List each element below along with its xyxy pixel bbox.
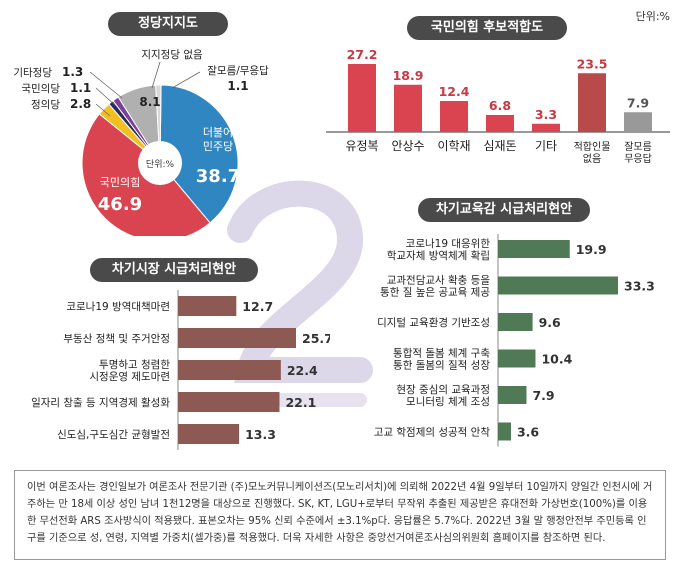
candidate-bar: [348, 64, 376, 132]
hbar-bar: [498, 276, 618, 295]
candidate-bar: [532, 123, 560, 132]
survey-footnote: 이번 여론조사는 경인일보가 여론조사 전문기관 (주)모노커뮤니케이션즈(모노…: [14, 470, 666, 560]
pie-label-ppp: 국민의힘: [100, 176, 140, 189]
pie-label-none: 지지정당 없음: [141, 48, 203, 61]
education-issues-title: 차기교육감 시급처리현안: [418, 198, 590, 222]
pie-value-small: 1.3: [62, 65, 83, 79]
pie-leader-line: [171, 71, 201, 89]
hbar-value: 22.4: [287, 363, 318, 378]
candidate-bar-label: 안상수: [391, 139, 424, 153]
hbar-label: 부동산 정책 및 주거안정: [63, 333, 170, 345]
candidate-bar: [394, 84, 422, 132]
candidate-bar-value: 12.4: [439, 84, 470, 99]
hbar-value: 33.3: [624, 279, 655, 294]
pie-label-dontknow: 잘모름/무응답: [207, 65, 269, 77]
hbar-value: 9.6: [539, 315, 561, 330]
pie-value-small: 1.1: [70, 81, 91, 95]
hbar-label: 신도심,구도심간 균형발전: [57, 429, 170, 441]
candidate-bar-label: 적합인물 없음: [574, 141, 611, 165]
hbar-bar: [498, 422, 511, 441]
candidate-bar-value: 7.9: [627, 95, 649, 110]
hbar-label: 일자리 창출 등 지역경제 활성화: [31, 396, 170, 409]
pie-leader-line: [89, 71, 123, 99]
mayor-issues-title: 차기시장 시급처리현안: [90, 258, 258, 282]
hbar-bar: [178, 392, 280, 412]
candidate-bar-value: 6.8: [489, 98, 511, 113]
hbar-value: 22.1: [285, 395, 316, 410]
candidate-bar: [578, 73, 606, 132]
candidate-bar-value: 3.3: [535, 107, 557, 122]
candidate-fitness-title: 국민의힘 후보적합도: [407, 16, 567, 40]
hbar-bar: [498, 313, 533, 331]
candidate-bar-label: 기타: [535, 139, 557, 153]
hbar-value: 19.9: [576, 242, 607, 257]
candidate-bar-value: 18.9: [393, 68, 424, 83]
hbar-bar: [178, 360, 281, 380]
pie-title: 정당지지도: [108, 12, 228, 36]
hbar-value: 7.9: [532, 388, 554, 403]
hbar-bar: [498, 349, 536, 368]
education-issues-bar-chart: 19.9 코로나19 대응위한 학교자체 방역체계 확립 33.3 교과전담교사 확충 …: [374, 234, 655, 447]
hbar-value: 12.7: [242, 299, 273, 314]
pie-value-ppp: 46.9: [98, 194, 142, 215]
candidate-bar-value: 27.2: [347, 47, 378, 62]
pie-slice: [159, 84, 239, 224]
pie-center-label: 단위:%: [146, 159, 175, 170]
hbar-value: 25.7: [302, 331, 330, 346]
party-support-pie-chart: 단위:% 더불어 민주당 38.7 국민의힘 46.9 정의당 2.8 국민의당 1.1 기타정당 1…: [13, 48, 269, 236]
hbar-label: 교과전담교사 확충 등을 통한 질 높은 공교육 제공: [380, 274, 490, 299]
mayor-issues-bar-chart: 12.7 코로나19 방역대책마련 25.7 부동산 정책 및 주거안정 22.4 투명하…: [31, 290, 330, 450]
candidate-bar: [440, 101, 468, 132]
hbar-label: 코로나19 방역대책마련: [66, 301, 170, 313]
unit-label: 단위:%: [635, 10, 670, 23]
pie-leader-line: [95, 87, 117, 107]
pie-center-hole: [138, 141, 182, 185]
hbar-bar: [498, 386, 527, 404]
hbar-bar: [178, 296, 237, 316]
pie-label-democratic: 더불어 민주당: [203, 126, 233, 153]
pie-label-small: 기타정당: [13, 67, 52, 79]
pie-label-small: 국민의당: [21, 83, 60, 95]
hbar-value: 3.6: [517, 425, 539, 440]
pie-leader-line: [95, 103, 111, 117]
candidate-fitness-bar-chart: 27.2 유정복 18.9 안상수 12.4 이학재 6.8 심재돈 3.3 기타 23.5 적합인물…: [326, 47, 670, 165]
candidate-bar-label: 유정복: [345, 139, 378, 153]
hbar-label: 통합적 돌봄 체계 구축 통한 돌봄의 질적 성장: [393, 348, 490, 372]
hbar-bar: [498, 240, 570, 258]
candidate-bar-label: 잘모름 무응답: [624, 141, 652, 165]
pie-value-democratic: 38.7: [196, 166, 240, 187]
candidate-bar-value: 23.5: [577, 56, 608, 71]
hbar-label: 코로나19 대응위한 학교자체 방역체계 확립: [387, 237, 491, 262]
pie-label-small: 정의당: [31, 99, 60, 111]
hbar-label: 현장 중심의 교육과정 모니터링 체계 조성: [396, 384, 490, 408]
candidate-bar: [624, 112, 652, 132]
pie-value-dontknow: 1.1: [227, 79, 248, 93]
candidate-bar-label: 심재돈: [483, 139, 516, 153]
candidate-bar-label: 이학재: [437, 139, 470, 153]
pie-leader-line: [151, 61, 161, 89]
hbar-value: 13.3: [245, 427, 276, 442]
pie-value-none: 8.1: [139, 95, 160, 109]
hbar-bar: [178, 424, 240, 444]
pie-value-small: 2.8: [70, 97, 91, 111]
hbar-bar: [178, 328, 296, 348]
hbar-label: 투명하고 청렴한 시정운영 제도마련: [89, 358, 170, 383]
hbar-label: 고교 학점제의 성공적 안착: [374, 427, 491, 439]
hbar-value: 10.4: [541, 352, 572, 367]
hbar-label: 디지털 교육환경 기반조성: [377, 316, 490, 329]
candidate-bar: [486, 115, 514, 132]
